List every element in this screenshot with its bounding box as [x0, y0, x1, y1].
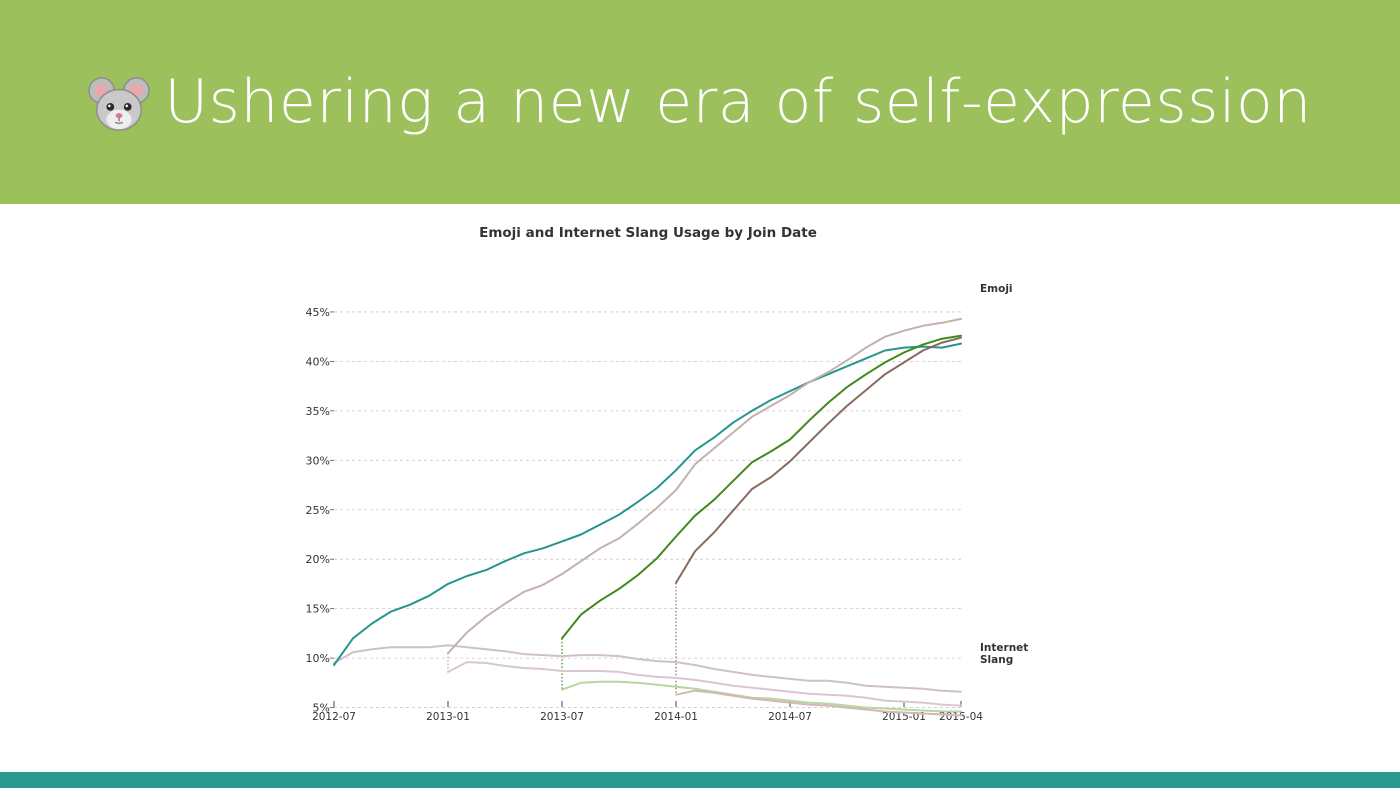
x-tick-label: 2014-01: [654, 711, 698, 723]
y-tick-label: 15%: [306, 603, 330, 616]
slang-series-2013-07: [561, 680, 962, 713]
y-axis: 5% 10% 15% 20% 25% 30% 35% 40% 45%: [306, 306, 334, 715]
title-row: Ushering a new era of self-expression: [0, 0, 1400, 204]
x-axis: 2012-07 2013-01 2013-07 2014-01 2014-07 2015-…: [312, 701, 983, 723]
cohort-markers: [447, 582, 677, 695]
y-tick-label: 40%: [306, 355, 330, 368]
chart-title: Emoji and Internet Slang Usage by Join D…: [479, 225, 817, 241]
y-tick-label: 20%: [306, 553, 330, 566]
footer-bar: [0, 772, 1400, 788]
emoji-series-2013-07: [561, 334, 962, 640]
emoji-series-2012-07: [333, 342, 962, 666]
gridlines: [334, 311, 961, 708]
y-tick-label: 45%: [306, 306, 330, 319]
y-tick-label: 10%: [306, 652, 330, 665]
mouse-face-icon: [88, 77, 150, 131]
y-tick-label: 30%: [306, 454, 330, 467]
x-tick-label: 2012-07: [312, 711, 356, 723]
slang-series-2013-01: [447, 661, 962, 707]
line-chart: Emoji and Internet Slang Usage by Join D…: [306, 225, 1029, 723]
x-tick-label: 2013-07: [540, 711, 584, 723]
y-tick-label: 25%: [306, 504, 330, 517]
y-tick-label: 5%: [313, 702, 330, 715]
emoji-group-label: Emoji: [980, 283, 1013, 295]
slang-series-2014-01: [675, 689, 962, 717]
emoji-series-2014-01: [675, 336, 962, 584]
slang-series-2012-07: [333, 644, 962, 693]
title-banner: [0, 0, 1400, 204]
group-labels: Emoji Internet Slang: [980, 283, 1028, 666]
series-lines: [333, 317, 962, 717]
x-tick-label: 2014-07: [768, 711, 812, 723]
internet-slang-group-label: Internet Slang: [980, 642, 1028, 666]
chart-area: Emoji and Internet Slang Usage by Join D…: [0, 204, 1400, 772]
x-tick-label: 2015-04: [939, 711, 983, 723]
x-tick-label: 2013-01: [426, 711, 470, 723]
emoji-series-2013-01: [447, 317, 962, 655]
slide-title: Ushering a new era of self-expression: [164, 67, 1312, 137]
y-tick-label: 35%: [306, 405, 330, 418]
